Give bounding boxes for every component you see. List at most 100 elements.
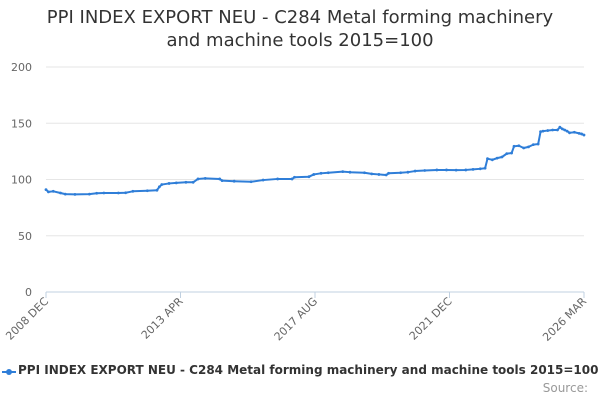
data-point-15[interactable] bbox=[160, 183, 164, 186]
data-point-35[interactable] bbox=[348, 170, 352, 174]
data-point-61[interactable] bbox=[527, 145, 530, 149]
data-point-67[interactable] bbox=[551, 128, 555, 132]
series-layer bbox=[44, 125, 586, 196]
data-point-46[interactable] bbox=[445, 168, 448, 172]
data-point-5[interactable] bbox=[73, 192, 77, 196]
data-point-41[interactable] bbox=[399, 171, 403, 175]
data-point-47[interactable] bbox=[454, 168, 458, 172]
legend-series-label: PPI INDEX EXPORT NEU - C284 Metal formin… bbox=[18, 363, 599, 377]
data-point-49[interactable] bbox=[471, 167, 475, 171]
source-label: Source: bbox=[542, 381, 588, 395]
data-point-8[interactable] bbox=[102, 191, 106, 195]
data-point-30[interactable] bbox=[307, 175, 311, 179]
data-point-24[interactable] bbox=[232, 179, 236, 183]
x-tick-label-1: 2013 APR bbox=[139, 295, 186, 342]
data-point-33[interactable] bbox=[326, 171, 330, 175]
y-tick-label-200: 200 bbox=[11, 61, 32, 74]
y-tick-label-0: 0 bbox=[25, 286, 32, 299]
data-point-74[interactable] bbox=[572, 130, 576, 134]
data-point-58[interactable] bbox=[512, 144, 516, 148]
data-point-54[interactable] bbox=[495, 156, 499, 160]
data-point-55[interactable] bbox=[500, 155, 504, 159]
x-tick-label-0: 2008 DEC bbox=[3, 295, 51, 343]
data-point-23[interactable] bbox=[220, 179, 224, 183]
data-point-2[interactable] bbox=[51, 189, 55, 193]
data-point-31[interactable] bbox=[312, 173, 316, 176]
data-point-66[interactable] bbox=[546, 129, 550, 132]
y-axis-tick-labels: 0 50 100 150 200 bbox=[11, 61, 32, 299]
data-point-11[interactable] bbox=[131, 189, 135, 193]
data-point-28[interactable] bbox=[290, 177, 294, 181]
data-point-27[interactable] bbox=[276, 177, 280, 181]
data-point-77[interactable] bbox=[582, 133, 586, 137]
data-point-73[interactable] bbox=[568, 131, 571, 135]
data-point-63[interactable] bbox=[536, 142, 540, 146]
data-point-13[interactable] bbox=[155, 188, 159, 192]
data-point-7[interactable] bbox=[95, 191, 99, 195]
data-point-0[interactable] bbox=[44, 188, 48, 192]
chart-title: PPI INDEX EXPORT NEU - C284 Metal formin… bbox=[0, 6, 600, 52]
gridlines bbox=[46, 66, 584, 237]
data-point-69[interactable] bbox=[558, 125, 562, 129]
data-point-10[interactable] bbox=[124, 191, 128, 195]
data-point-45[interactable] bbox=[435, 168, 439, 172]
data-point-48[interactable] bbox=[464, 168, 468, 172]
data-point-3[interactable] bbox=[59, 191, 62, 195]
data-point-76[interactable] bbox=[580, 132, 583, 136]
data-point-34[interactable] bbox=[341, 170, 345, 174]
x-tick-label-4: 2026 MAR bbox=[540, 295, 589, 344]
data-point-40[interactable] bbox=[387, 171, 390, 175]
data-point-72[interactable] bbox=[565, 129, 569, 133]
data-point-9[interactable] bbox=[116, 191, 120, 195]
data-point-57[interactable] bbox=[510, 151, 514, 155]
data-point-64[interactable] bbox=[539, 130, 542, 134]
data-point-17[interactable] bbox=[174, 181, 178, 185]
data-point-32[interactable] bbox=[319, 171, 323, 175]
data-point-39[interactable] bbox=[384, 173, 388, 177]
data-point-21[interactable] bbox=[203, 176, 207, 180]
data-point-62[interactable] bbox=[531, 143, 535, 147]
data-point-71[interactable] bbox=[563, 128, 567, 132]
data-point-75[interactable] bbox=[577, 131, 581, 135]
data-point-29[interactable] bbox=[293, 175, 296, 179]
data-point-18[interactable] bbox=[184, 180, 188, 184]
data-point-52[interactable] bbox=[486, 157, 489, 161]
data-point-65[interactable] bbox=[541, 129, 545, 133]
x-axis bbox=[45, 291, 585, 298]
line-chart: 0 50 100 150 200 2008 DEC 2013 APR 2017 AUG 202… bbox=[3, 61, 589, 344]
data-point-20[interactable] bbox=[196, 177, 200, 181]
data-point-51[interactable] bbox=[483, 166, 487, 170]
y-tick-label-100: 100 bbox=[11, 174, 32, 187]
data-point-6[interactable] bbox=[88, 192, 91, 196]
data-point-38[interactable] bbox=[377, 173, 381, 176]
y-tick-label-50: 50 bbox=[18, 230, 32, 243]
data-point-44[interactable] bbox=[423, 169, 427, 172]
data-point-16[interactable] bbox=[167, 182, 171, 185]
legend-series-line-icon bbox=[2, 369, 16, 375]
data-point-68[interactable] bbox=[556, 128, 559, 132]
data-point-43[interactable] bbox=[413, 169, 417, 173]
data-point-59[interactable] bbox=[517, 144, 521, 148]
data-point-50[interactable] bbox=[478, 167, 482, 171]
data-point-60[interactable] bbox=[522, 146, 526, 150]
data-point-19[interactable] bbox=[191, 180, 195, 184]
data-point-37[interactable] bbox=[370, 172, 374, 176]
data-point-22[interactable] bbox=[218, 177, 222, 181]
data-point-4[interactable] bbox=[63, 192, 67, 196]
x-tick-label-2: 2017 AUG bbox=[272, 295, 321, 344]
data-point-42[interactable] bbox=[406, 170, 410, 174]
legend[interactable]: PPI INDEX EXPORT NEU - C284 Metal formin… bbox=[0, 362, 600, 380]
data-point-25[interactable] bbox=[249, 180, 253, 184]
data-point-1[interactable] bbox=[47, 190, 50, 194]
data-point-14[interactable] bbox=[157, 185, 161, 189]
data-point-26[interactable] bbox=[261, 178, 265, 182]
x-axis-tick-labels: 2008 DEC 2013 APR 2017 AUG 2021 DEC 2026 MAR bbox=[3, 295, 589, 344]
data-point-70[interactable] bbox=[560, 127, 564, 131]
series-line[interactable] bbox=[45, 126, 585, 196]
data-point-36[interactable] bbox=[363, 171, 366, 175]
data-point-53[interactable] bbox=[490, 158, 494, 162]
data-point-12[interactable] bbox=[145, 189, 149, 193]
data-point-56[interactable] bbox=[505, 152, 509, 156]
y-tick-label-150: 150 bbox=[11, 117, 32, 130]
